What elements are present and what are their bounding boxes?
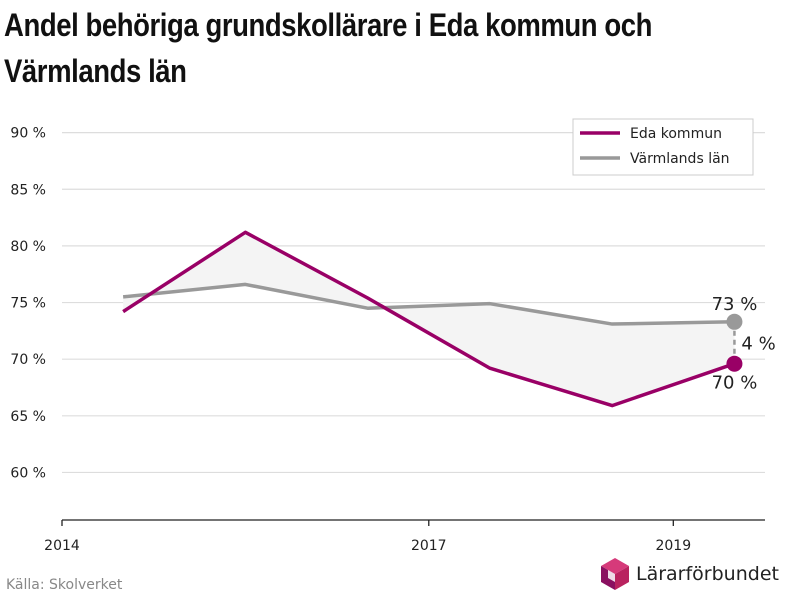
y-tick-label: 90 %	[10, 126, 46, 142]
x-tick-label: 2014	[44, 538, 80, 554]
label-difference: 4 %	[741, 334, 775, 355]
lararforbundet-logo: Lärarförbundet	[600, 556, 779, 592]
end-annotations: 73 % 70 % 4 %	[712, 294, 776, 394]
y-tick-label: 70 %	[10, 352, 46, 368]
y-tick-label: 80 %	[10, 239, 46, 255]
legend-label: Eda kommun	[630, 126, 722, 142]
logo-text: Lärarförbundet	[636, 563, 779, 585]
end-point-varmlands-lan	[726, 313, 743, 330]
label-varmlands-lan-last: 73 %	[712, 294, 758, 315]
legend[interactable]: Eda kommun Värmlands län	[572, 118, 754, 176]
x-tick-label: 2019	[655, 538, 691, 554]
end-point-eda-kommun	[726, 355, 743, 372]
y-tick-label: 85 %	[10, 182, 46, 198]
y-tick-label: 60 %	[10, 465, 46, 481]
source-note: Källa: Skolverket	[6, 577, 123, 593]
chart-title-line-1: Andel behöriga grundskollärare i Eda kom…	[4, 7, 653, 43]
series-line-eda-kommun	[122, 230, 736, 408]
y-tick-label: 65 %	[10, 409, 46, 425]
legend-label: Värmlands län	[630, 151, 730, 167]
x-axis: 2014 2017 2019	[44, 519, 765, 554]
y-tick-label: 75 %	[10, 296, 46, 312]
y-axis-tick-labels: 60 % 65 % 70 % 75 % 80 % 85 % 90 %	[10, 126, 46, 482]
legend-box	[572, 118, 754, 176]
grid-lines	[62, 132, 765, 474]
chart-title-line-2: Värmlands län	[4, 53, 187, 89]
series-line-varmlands-lan	[122, 282, 735, 326]
chart-title: Andel behöriga grundskollärare i Eda kom…	[4, 2, 675, 94]
series-lines	[122, 230, 736, 408]
x-tick-label: 2017	[411, 538, 447, 554]
label-eda-kommun-last: 70 %	[712, 373, 758, 394]
cube-logo-icon	[601, 558, 629, 590]
gap-area	[123, 232, 735, 406]
